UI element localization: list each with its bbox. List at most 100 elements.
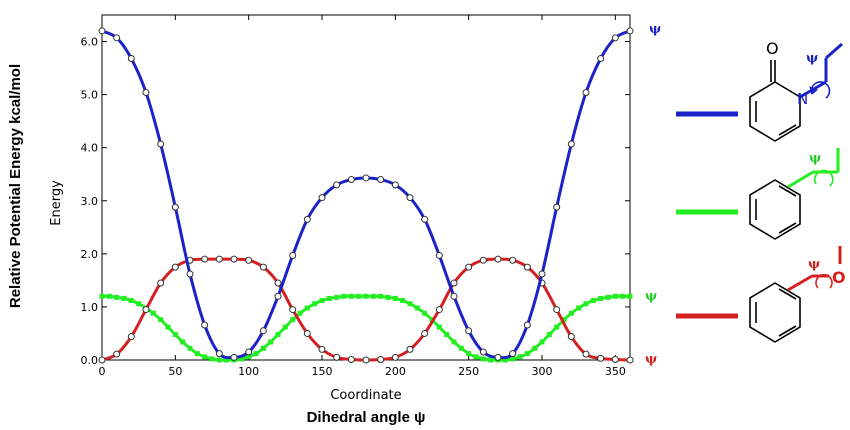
data-point-green <box>99 293 105 299</box>
data-point-blue <box>538 270 546 278</box>
data-point-green <box>253 351 259 357</box>
y-tick-label: 5.0 <box>81 89 99 102</box>
data-point-blue <box>274 292 282 300</box>
data-point-red <box>450 279 458 287</box>
x-tick-label: 100 <box>238 365 259 378</box>
data-point-red <box>127 333 135 341</box>
data-point-green <box>590 298 596 304</box>
data-point-green <box>319 298 325 304</box>
data-point-blue <box>582 88 590 96</box>
data-point-green <box>304 305 310 311</box>
data-point-green <box>466 351 472 357</box>
data-point-red <box>333 353 341 361</box>
x-tick-label: 50 <box>168 365 182 378</box>
data-point-green <box>187 345 193 351</box>
data-point-green <box>554 324 560 330</box>
data-point-green <box>356 293 362 299</box>
data-point-blue <box>450 292 458 300</box>
data-point-green <box>172 332 178 338</box>
data-point-red <box>142 306 150 314</box>
data-point-green <box>524 351 530 357</box>
data-point-green <box>106 293 112 299</box>
data-point-green <box>363 293 369 299</box>
data-point-red <box>421 329 429 337</box>
data-point-green <box>510 356 516 362</box>
data-point-green <box>414 305 420 311</box>
data-point-red <box>553 306 561 314</box>
data-point-green <box>422 310 428 316</box>
data-point-green <box>392 295 398 301</box>
data-point-blue <box>523 321 531 329</box>
data-point-blue <box>421 215 429 223</box>
data-point-green <box>370 293 376 299</box>
data-point-green <box>260 345 266 351</box>
data-point-blue <box>494 353 502 361</box>
psi-label-red: ψ <box>645 352 657 367</box>
data-point-green <box>546 332 552 338</box>
molecule-benzaldehyde-icon <box>749 246 842 343</box>
data-point-blue <box>201 321 209 329</box>
data-point-green <box>290 317 296 323</box>
data-point-green <box>598 295 604 301</box>
data-point-blue <box>406 194 414 202</box>
data-point-blue <box>465 327 473 335</box>
data-point-green <box>114 294 120 300</box>
data-point-blue <box>230 353 238 361</box>
data-point-blue <box>127 55 135 63</box>
data-point-green <box>341 293 347 299</box>
atom-O-label: O <box>766 39 779 58</box>
data-point-blue <box>435 251 443 259</box>
data-point-green <box>620 293 626 299</box>
y-tick-label: 0.0 <box>81 354 99 367</box>
y-tick-label: 4.0 <box>81 142 99 155</box>
data-point-blue <box>113 34 121 42</box>
data-point-green <box>136 301 142 307</box>
data-point-red <box>567 333 575 341</box>
data-point-red <box>245 256 253 264</box>
data-point-green <box>268 339 274 345</box>
data-point-red <box>289 306 297 314</box>
data-point-blue <box>362 174 370 182</box>
data-point-green <box>216 357 222 363</box>
data-point-green <box>561 317 567 323</box>
data-point-green <box>202 354 208 360</box>
data-point-green <box>627 293 633 299</box>
data-point-green <box>385 294 391 300</box>
data-point-blue <box>479 348 487 356</box>
plot-frame <box>101 14 631 361</box>
molecule-ethylbenzene-icon <box>749 148 840 240</box>
data-point-green <box>539 339 545 345</box>
data-point-blue <box>259 327 267 335</box>
data-point-blue <box>333 181 341 189</box>
psi-label-green: ψ <box>645 289 657 304</box>
y-tick-label: 3.0 <box>81 195 99 208</box>
data-point-red <box>98 356 106 364</box>
series-line-red <box>101 257 631 362</box>
atom-O-aldehyde-label: O <box>832 268 846 287</box>
data-point-red <box>362 356 370 364</box>
data-point-blue <box>98 27 106 35</box>
data-point-green <box>444 332 450 338</box>
y-tick-label: 1.0 <box>81 301 99 314</box>
data-point-blue <box>567 140 575 148</box>
data-point-red <box>626 356 634 364</box>
data-point-blue <box>303 215 311 223</box>
data-point-blue <box>347 176 355 184</box>
data-point-green <box>224 357 230 363</box>
data-point-red <box>157 279 165 287</box>
data-point-red <box>215 255 223 263</box>
data-point-green <box>400 298 406 304</box>
data-point-red <box>479 256 487 264</box>
data-point-red <box>274 279 282 287</box>
data-point-green <box>246 354 252 360</box>
data-point-blue <box>186 270 194 278</box>
x-axis-label: Coordinate <box>330 388 401 403</box>
data-point-green <box>576 305 582 311</box>
data-point-red <box>435 306 443 314</box>
data-point-blue <box>626 27 634 35</box>
data-point-green <box>128 298 134 304</box>
plot-series <box>98 27 634 364</box>
data-point-green <box>158 317 164 323</box>
data-point-red <box>582 350 590 358</box>
